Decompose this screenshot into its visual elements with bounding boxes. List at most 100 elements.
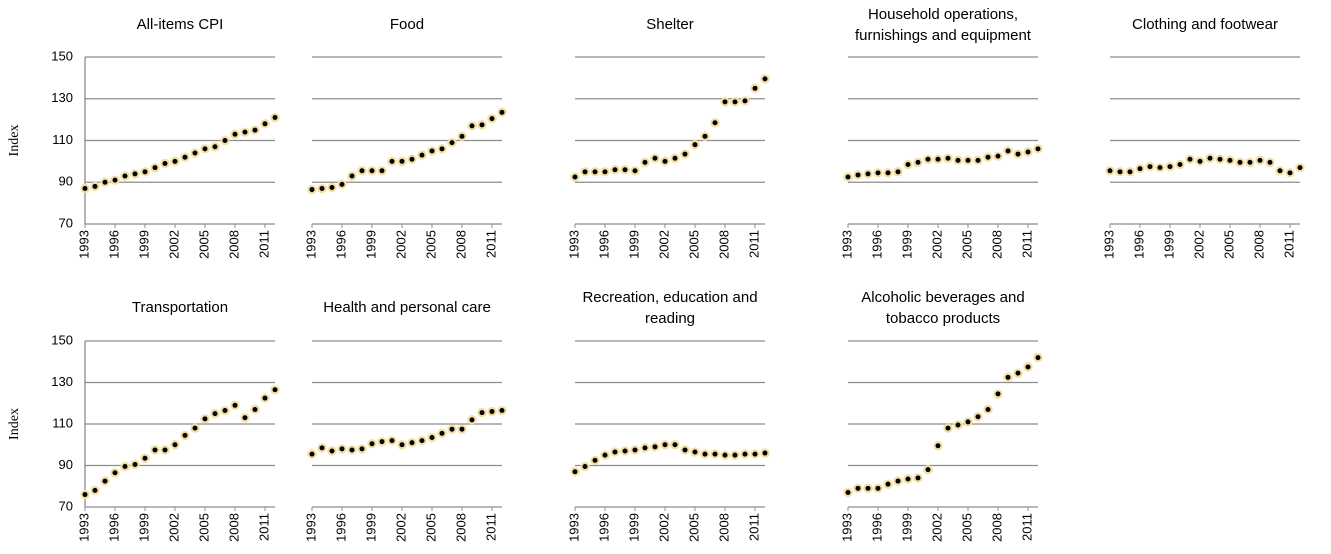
data-point: [700, 131, 710, 142]
y-tick-label: 70: [59, 498, 73, 513]
x-tick-label: 1999: [136, 230, 151, 259]
data-point: [650, 153, 660, 163]
x-tick-label: 2002: [656, 230, 671, 259]
x-tick-label: 1999: [1161, 230, 1176, 259]
data-point: [437, 144, 447, 154]
x-tick-label: 2011: [483, 513, 498, 541]
x-tick-label: 2005: [423, 230, 438, 259]
data-point: [270, 112, 280, 123]
data-point: [923, 464, 933, 475]
y-tick-label: 130: [51, 374, 73, 389]
data-point: [923, 154, 933, 164]
data-point: [680, 149, 690, 159]
data-point: [700, 449, 710, 459]
data-point: [417, 435, 427, 446]
data-point: [357, 166, 367, 176]
data-point: [620, 165, 630, 175]
data-point: [903, 474, 913, 484]
data-point: [110, 175, 120, 185]
x-tick-label: 1993: [566, 230, 581, 259]
data-point: [457, 131, 467, 142]
data-point: [307, 449, 317, 459]
data-point: [1175, 159, 1185, 170]
data-point: [90, 485, 100, 496]
data-point: [200, 144, 210, 154]
x-tick-label: 2008: [989, 230, 1004, 259]
data-point: [983, 404, 993, 415]
data-point: [100, 177, 110, 187]
x-tick-label: 2008: [1251, 230, 1266, 259]
data-point: [1245, 157, 1255, 168]
data-point: [337, 179, 347, 190]
x-tick-label: 1993: [76, 230, 91, 259]
x-tick-label: 2002: [393, 230, 408, 259]
data-point: [317, 183, 327, 194]
data-point: [953, 155, 963, 166]
data-point: [760, 448, 770, 458]
data-point: [387, 435, 397, 446]
x-tick-label: 2005: [686, 513, 701, 542]
data-point: [80, 489, 90, 500]
data-point: [477, 120, 487, 130]
data-point: [220, 405, 230, 416]
data-point: [943, 423, 953, 433]
data-point: [933, 441, 943, 451]
panel-title: Food: [389, 16, 425, 33]
data-point: [260, 119, 270, 129]
data-point: [1295, 162, 1305, 173]
x-tick-label: 2008: [716, 513, 731, 542]
data-point: [963, 155, 973, 166]
x-tick-label: 2005: [1221, 230, 1236, 259]
data-point: [580, 167, 590, 177]
data-point: [130, 459, 140, 470]
data-point: [670, 440, 680, 450]
data-point: [650, 442, 660, 452]
data-point: [337, 444, 347, 454]
data-point: [1003, 146, 1013, 156]
data-point: [140, 167, 150, 177]
y-axis-label: Index: [7, 408, 22, 440]
data-point: [740, 449, 750, 459]
x-tick-label: 2005: [959, 513, 974, 542]
data-point: [680, 445, 690, 455]
x-tick-label: 1996: [106, 513, 121, 542]
data-point: [1023, 362, 1033, 372]
data-point: [100, 476, 110, 486]
data-point: [760, 74, 770, 84]
data-point: [1285, 168, 1295, 178]
data-point: [750, 83, 760, 94]
x-tick-label: 2005: [196, 230, 211, 259]
data-point: [90, 181, 100, 192]
x-tick-label: 1996: [596, 230, 611, 259]
data-point: [620, 446, 630, 456]
data-point: [1115, 167, 1125, 177]
data-point: [730, 450, 740, 460]
x-tick-label: 2008: [226, 230, 241, 259]
data-point: [170, 440, 180, 450]
x-tick-label: 2011: [746, 230, 761, 258]
x-tick-label: 2011: [1281, 230, 1296, 258]
data-point: [190, 423, 200, 433]
data-point: [883, 479, 893, 489]
data-point: [630, 166, 640, 176]
x-tick-label: 1993: [76, 513, 91, 542]
data-point: [190, 148, 200, 158]
data-point: [1003, 372, 1013, 383]
x-tick-label: 1999: [136, 513, 151, 542]
data-point: [1185, 154, 1195, 164]
x-tick-label: 2011: [256, 513, 271, 541]
panel-title: Health and personal care: [323, 299, 491, 316]
x-tick-label: 1993: [303, 513, 318, 542]
data-point: [317, 443, 327, 453]
data-point: [1105, 166, 1115, 176]
x-tick-label: 2008: [453, 513, 468, 542]
x-tick-label: 1999: [899, 230, 914, 259]
data-point: [933, 154, 943, 164]
data-point: [873, 483, 883, 494]
x-tick-label: 2011: [1019, 230, 1034, 258]
data-point: [983, 152, 993, 162]
data-point: [377, 436, 387, 447]
data-point: [690, 447, 700, 457]
